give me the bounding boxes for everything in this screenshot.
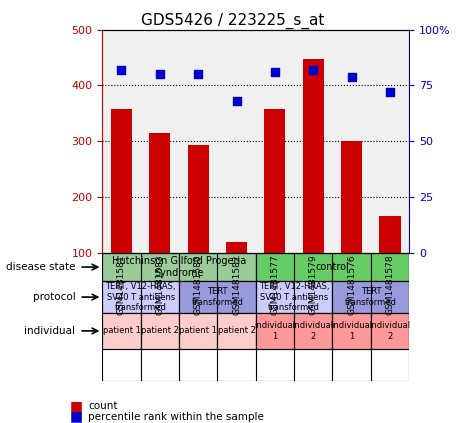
FancyBboxPatch shape bbox=[294, 313, 332, 349]
FancyBboxPatch shape bbox=[179, 313, 218, 349]
Point bbox=[194, 71, 202, 78]
Bar bbox=[111, 110, 132, 309]
Text: patient 1: patient 1 bbox=[179, 327, 217, 335]
FancyBboxPatch shape bbox=[371, 313, 409, 349]
Text: patient 2: patient 2 bbox=[218, 327, 255, 335]
FancyBboxPatch shape bbox=[332, 281, 409, 313]
Bar bbox=[149, 133, 170, 309]
Text: GSM1481579: GSM1481579 bbox=[309, 254, 318, 315]
Point bbox=[156, 71, 164, 78]
Text: protocol: protocol bbox=[33, 292, 75, 302]
FancyBboxPatch shape bbox=[256, 281, 332, 313]
Point bbox=[271, 69, 279, 75]
Text: individual
2: individual 2 bbox=[293, 321, 334, 341]
FancyBboxPatch shape bbox=[102, 253, 256, 281]
FancyBboxPatch shape bbox=[140, 313, 179, 349]
FancyBboxPatch shape bbox=[218, 313, 256, 349]
Text: percentile rank within the sample: percentile rank within the sample bbox=[88, 412, 264, 422]
Text: GSM1481577: GSM1481577 bbox=[271, 254, 279, 315]
Text: individual
1: individual 1 bbox=[331, 321, 372, 341]
Text: GSM1481578: GSM1481578 bbox=[385, 254, 394, 315]
Text: GSM1481583: GSM1481583 bbox=[155, 254, 164, 315]
Bar bbox=[341, 141, 362, 309]
Text: individual
2: individual 2 bbox=[370, 321, 411, 341]
Point bbox=[233, 98, 240, 104]
Text: GSM1481581: GSM1481581 bbox=[117, 254, 126, 315]
Bar bbox=[265, 109, 286, 309]
Text: individual
1: individual 1 bbox=[254, 321, 295, 341]
Text: TERT, V12-HRAS,
SV40 T antigens
transformed: TERT, V12-HRAS, SV40 T antigens transfor… bbox=[106, 282, 176, 312]
Text: GSM1481576: GSM1481576 bbox=[347, 254, 356, 315]
FancyBboxPatch shape bbox=[102, 281, 179, 313]
Text: disease state: disease state bbox=[6, 262, 75, 272]
Text: individual: individual bbox=[25, 326, 75, 336]
FancyBboxPatch shape bbox=[332, 313, 371, 349]
FancyBboxPatch shape bbox=[179, 281, 256, 313]
Bar bbox=[379, 216, 400, 309]
Bar bbox=[226, 242, 247, 309]
Text: control: control bbox=[316, 262, 349, 272]
Text: GDS5426 / 223225_s_at: GDS5426 / 223225_s_at bbox=[141, 13, 324, 29]
Text: TERT
transformed: TERT transformed bbox=[345, 287, 397, 307]
Bar bbox=[188, 145, 209, 309]
Text: patient 2: patient 2 bbox=[141, 327, 179, 335]
Point bbox=[348, 73, 355, 80]
Text: patient 1: patient 1 bbox=[103, 327, 140, 335]
Text: GSM1481580: GSM1481580 bbox=[194, 254, 203, 315]
Text: count: count bbox=[88, 401, 118, 411]
Bar bbox=[303, 59, 324, 309]
FancyBboxPatch shape bbox=[256, 313, 294, 349]
Text: Hutchinson Gilford Progeria
Syndrome: Hutchinson Gilford Progeria Syndrome bbox=[112, 256, 246, 278]
Text: TERT
transformed: TERT transformed bbox=[192, 287, 243, 307]
Text: ■: ■ bbox=[70, 409, 83, 423]
Point bbox=[118, 66, 125, 73]
Point bbox=[386, 89, 394, 96]
Text: GSM1481582: GSM1481582 bbox=[232, 254, 241, 315]
FancyBboxPatch shape bbox=[102, 313, 140, 349]
Text: TERT, V12-HRAS,
SV40 T antigens
transformed: TERT, V12-HRAS, SV40 T antigens transfor… bbox=[259, 282, 329, 312]
Text: ■: ■ bbox=[70, 399, 83, 413]
Point bbox=[310, 66, 317, 73]
FancyBboxPatch shape bbox=[256, 253, 409, 281]
